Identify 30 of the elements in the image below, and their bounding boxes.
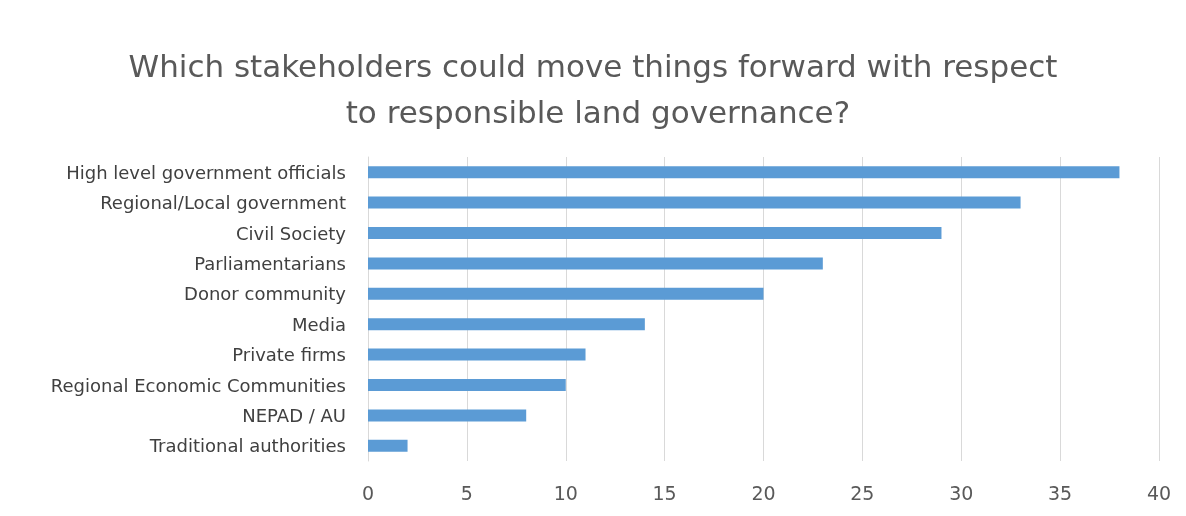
x-tick-label: 15 (652, 481, 677, 504)
x-tick-label: 35 (1048, 481, 1073, 504)
y-tick-label: Civil Society (235, 222, 347, 244)
bar (368, 287, 764, 300)
x-tick-label: 25 (850, 481, 875, 504)
x-tick-label: 20 (751, 481, 776, 504)
x-tick-label: 40 (1146, 481, 1172, 504)
y-tick-label: Regional Economic Communities (50, 374, 346, 396)
y-tick-label: NEPAD / AU (242, 404, 346, 426)
x-tick-label: 0 (361, 481, 375, 504)
bar (368, 379, 566, 391)
bar (368, 166, 1120, 179)
y-tick-label: Regional/Local government (100, 192, 346, 214)
bar (368, 348, 586, 361)
y-tick-label: Donor community (184, 283, 347, 305)
y-tick-label: Private firms (232, 344, 346, 366)
x-tick-label: 10 (553, 481, 578, 504)
x-tick-label: 30 (949, 481, 974, 504)
y-tick-label: High level government officials (66, 161, 346, 183)
y-tick-label: Parliamentarians (194, 252, 346, 274)
bar (368, 318, 645, 331)
bar (368, 196, 1021, 209)
bar (368, 227, 942, 239)
bar (368, 257, 823, 270)
chart-title: Which stakeholders could move things forward with respect to responsible land governance? (128, 48, 1058, 130)
x-tick-label: 5 (460, 481, 473, 504)
bar (368, 439, 408, 452)
bar (368, 409, 527, 422)
y-tick-label: Traditional authorities (148, 435, 346, 457)
y-tick-label: Media (291, 313, 346, 335)
